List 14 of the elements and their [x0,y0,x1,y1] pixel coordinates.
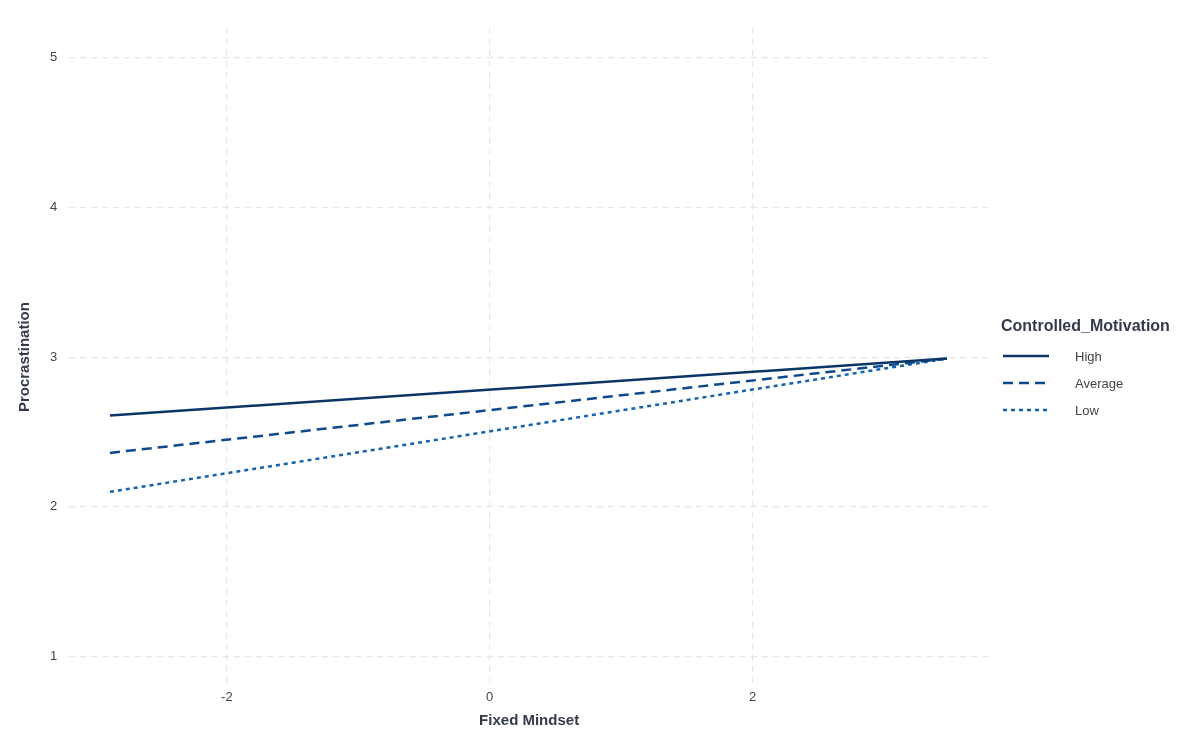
y-tick-label: 4 [50,199,58,214]
y-axis-title: Procrastination [15,302,33,413]
x-axis-title: Fixed Mindset [479,711,580,729]
x-tick-label: -2 [221,688,233,704]
x-tick-label: 2 [748,688,757,704]
y-tick-label: 3 [50,348,58,364]
x-tick-label: 0 [486,688,494,704]
legend-label: High [1075,348,1102,364]
y-tick-label: 5 [50,49,58,65]
legend-label: Average [1075,375,1124,391]
legend-title: Controlled_Motivation [1001,316,1170,335]
y-tick-label: 1 [50,648,58,664]
legend-label: Low [1075,402,1099,418]
y-tick-label: 2 [50,498,58,514]
